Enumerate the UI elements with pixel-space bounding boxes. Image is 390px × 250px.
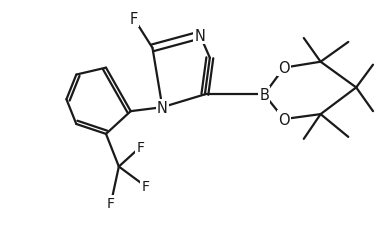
- Text: F: F: [136, 140, 145, 154]
- Text: F: F: [129, 12, 138, 26]
- Text: F: F: [142, 180, 149, 194]
- Text: O: O: [278, 112, 290, 127]
- Text: N: N: [157, 100, 168, 115]
- Text: N: N: [195, 28, 206, 43]
- Text: O: O: [278, 61, 290, 76]
- Text: F: F: [107, 196, 115, 210]
- Text: B: B: [259, 88, 269, 102]
